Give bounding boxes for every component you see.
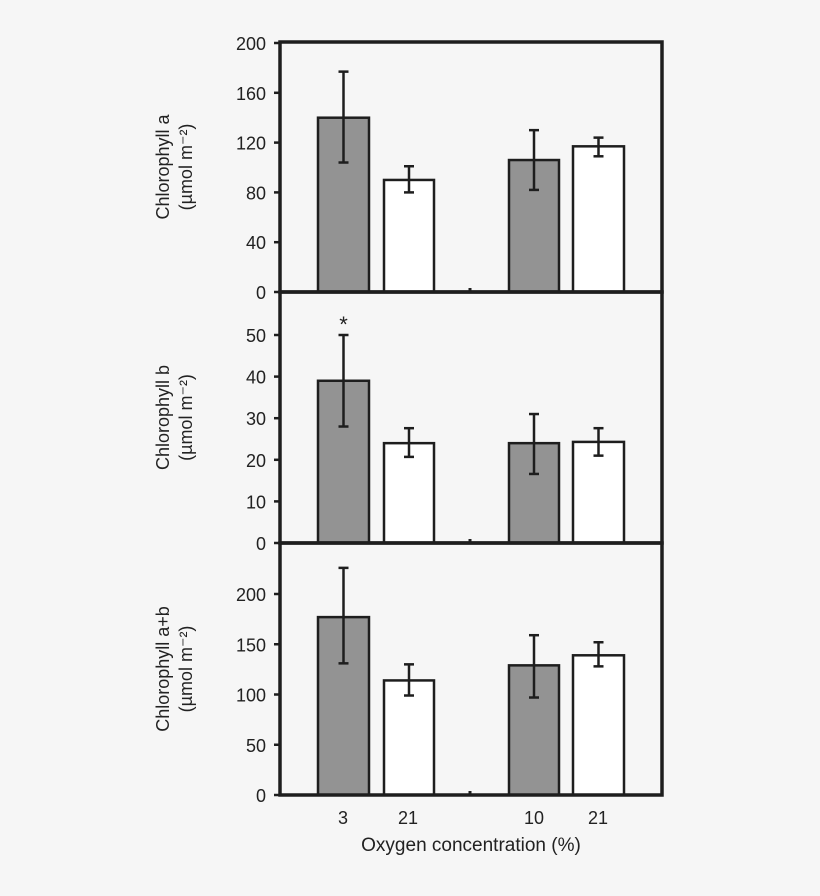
y-tick-label: 200 [236, 34, 266, 54]
error-bar [529, 412, 539, 476]
error-bar [593, 640, 604, 668]
y-tick-label: 40 [246, 233, 266, 253]
y-tick-label: 0 [256, 283, 266, 303]
y-tick-label: 0 [256, 786, 266, 806]
y-tick-label: 150 [236, 635, 266, 655]
y-tick-label: 200 [236, 585, 266, 605]
bar [382, 441, 436, 545]
y-tick-label: 80 [246, 183, 266, 203]
x-tick-label: 21 [398, 808, 418, 828]
x-tick-labels: 3 21 10 21 [338, 808, 608, 828]
chart-panel-3: 0 50 100 150 200 Chlorophyll a+b (µmol m⁻²) [153, 541, 664, 806]
y-axis-label: Chlorophyll a+b [153, 606, 173, 732]
y-tick-label: 0 [256, 534, 266, 554]
y-axis-label-unit: (µmol m⁻²) [176, 626, 196, 713]
y-tick-label: 40 [246, 368, 266, 388]
bar [571, 145, 626, 294]
error-bar [593, 136, 604, 158]
x-tick-label: 10 [524, 808, 544, 828]
y-tick-label: 30 [246, 409, 266, 429]
y-tick-label: 100 [236, 686, 266, 706]
y-tick-label: 120 [236, 134, 266, 154]
x-tick-label: 21 [588, 808, 608, 828]
bar [382, 178, 436, 294]
error-bar [593, 426, 604, 457]
bar [382, 679, 436, 797]
x-tick-label: 3 [338, 808, 348, 828]
y-tick-label: 50 [246, 736, 266, 756]
chart-panel-1: 0 40 80 120 160 200 Chlorophyll a (µmol m⁻²) [153, 34, 664, 303]
y-tick-label: 10 [246, 492, 266, 512]
error-bar [529, 633, 539, 699]
chart-panel-2: 0 10 20 30 40 50 Chlorophyll b (µmol m⁻²) * [153, 290, 664, 554]
x-axis-label: Oxygen concentration (%) [361, 835, 581, 856]
error-bar [404, 165, 414, 194]
error-bar [338, 70, 349, 164]
error-bar [338, 333, 349, 428]
y-tick-label: 50 [246, 326, 266, 346]
error-bar [404, 426, 414, 459]
y-axis-label: Chlorophyll a [153, 113, 173, 219]
bar [571, 654, 626, 797]
error-bar [404, 663, 414, 697]
y-tick-label: 160 [236, 84, 266, 104]
y-axis-label-unit: (µmol m⁻²) [176, 374, 196, 461]
error-bar [529, 128, 539, 192]
y-axis-label: Chlorophyll b [153, 365, 173, 470]
error-bar [338, 566, 349, 665]
significance-marker: * [339, 312, 348, 337]
y-tick-label: 20 [246, 451, 266, 471]
bar [571, 440, 626, 545]
y-axis-label-unit: (µmol m⁻²) [176, 124, 196, 211]
